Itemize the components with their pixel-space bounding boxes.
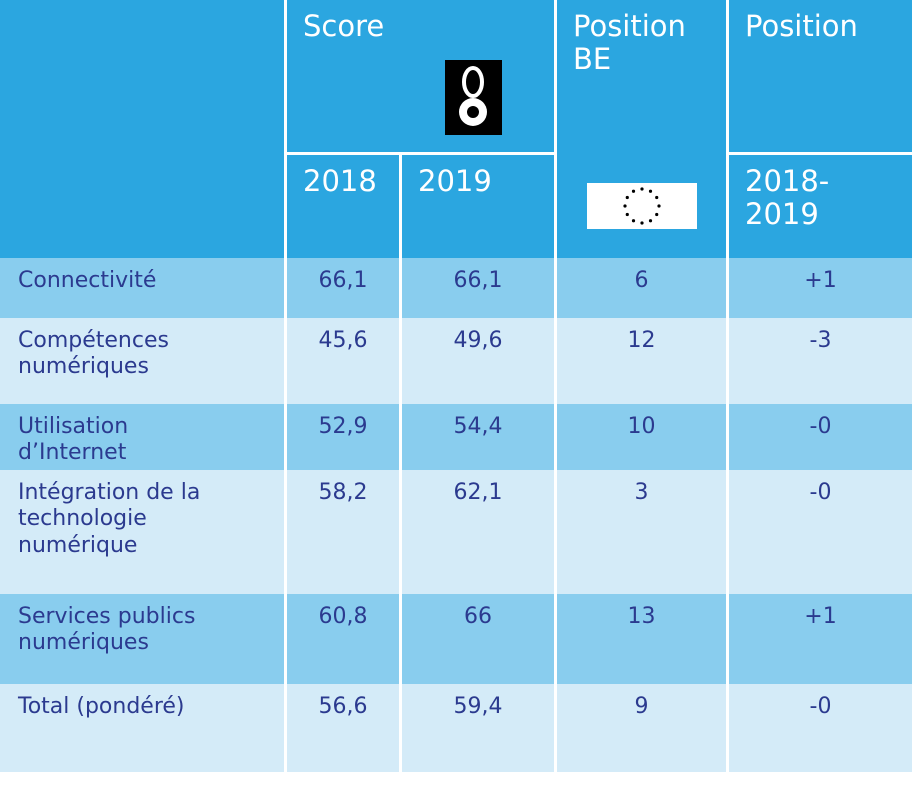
cell-text: 52,9 <box>318 414 368 439</box>
cell-text: 54,4 <box>453 414 503 439</box>
value-cell: 49,6 <box>402 318 554 404</box>
cell-text: 13 <box>627 604 656 629</box>
star <box>623 204 627 208</box>
cell-text: Total (pondéré) <box>18 694 185 719</box>
cell-text: Connectivité <box>18 268 157 293</box>
value-cell: -3 <box>729 318 912 404</box>
cell-text: 6 <box>634 268 649 293</box>
row-label: Connectivité <box>0 258 284 318</box>
cell-text: +1 <box>804 604 837 629</box>
star <box>625 212 629 217</box>
value-cell: 62,1 <box>402 470 554 594</box>
value-cell: 52,9 <box>287 404 399 470</box>
header-year: 2018 <box>287 155 399 258</box>
cell-text: 12 <box>627 328 656 353</box>
cell-text: 10 <box>627 414 656 439</box>
cell-text: 60,8 <box>318 604 368 629</box>
cell-text: Score <box>303 9 385 43</box>
row-label: Total (pondéré) <box>0 684 284 772</box>
cell-text: Position BE <box>573 9 686 77</box>
cell-text: Utilisation d’Internet <box>18 414 129 466</box>
cell-text: -0 <box>809 694 832 719</box>
row-label: Services publics numériques <box>0 594 284 684</box>
value-cell: -0 <box>729 404 912 470</box>
value-cell: 56,6 <box>287 684 399 772</box>
cell-text: 56,6 <box>318 694 368 719</box>
cell-text: 3 <box>634 480 649 505</box>
value-cell: 66,1 <box>402 258 554 318</box>
cell-text: Position <box>745 9 858 43</box>
value-cell: 58,2 <box>287 470 399 594</box>
cell-text: 9 <box>634 694 649 719</box>
value-cell: 66,1 <box>287 258 399 318</box>
cell-text: -3 <box>809 328 832 353</box>
star <box>631 189 636 193</box>
value-cell: 13 <box>557 594 726 684</box>
cell-text: Services publics numériques <box>18 604 196 656</box>
row-label: Intégration de la technologie numérique <box>0 470 284 594</box>
cell-text: 66,1 <box>453 268 503 293</box>
value-cell: 60,8 <box>287 594 399 684</box>
row-label: Utilisation d’Internet <box>0 404 284 470</box>
row-label: Compétences numériques <box>0 318 284 404</box>
header-corner <box>0 0 284 258</box>
cell-text: 66,1 <box>318 268 368 293</box>
star <box>655 195 659 200</box>
value-cell: 59,4 <box>402 684 554 772</box>
star <box>657 204 661 208</box>
value-cell: +1 <box>729 594 912 684</box>
header-year: 2019 <box>402 155 554 258</box>
cell-text: Intégration de la technologie numérique <box>18 480 201 558</box>
cell-text: +1 <box>804 268 837 293</box>
eu-flag-icon <box>587 183 697 229</box>
cell-text: 45,6 <box>318 328 368 353</box>
star <box>655 212 659 217</box>
cell-text: 58,2 <box>318 480 368 505</box>
value-cell: 12 <box>557 318 726 404</box>
header-score: Score <box>287 0 554 152</box>
value-cell: +1 <box>729 258 912 318</box>
star <box>631 219 636 223</box>
star <box>640 221 644 225</box>
cell-text: 62,1 <box>453 480 503 505</box>
cell-text: Compétences numériques <box>18 328 169 380</box>
star <box>648 219 653 223</box>
star <box>648 189 653 193</box>
cell-text: -0 <box>809 414 832 439</box>
cell-text: -0 <box>809 480 832 505</box>
header-position: Position <box>729 0 912 152</box>
header-period: 2018-2019 <box>729 155 912 258</box>
cell-text: 49,6 <box>453 328 503 353</box>
value-cell: 6 <box>557 258 726 318</box>
value-cell: 10 <box>557 404 726 470</box>
star <box>640 187 644 191</box>
cell-text: 2018 <box>303 164 377 198</box>
medal-icon <box>445 60 502 135</box>
value-cell: 3 <box>557 470 726 594</box>
cell-text: 2019 <box>418 164 492 198</box>
value-cell: 45,6 <box>287 318 399 404</box>
value-cell: 9 <box>557 684 726 772</box>
value-cell: -0 <box>729 684 912 772</box>
cell-text: 59,4 <box>453 694 503 719</box>
value-cell: 66 <box>402 594 554 684</box>
cell-text: 66 <box>464 604 492 629</box>
value-cell: 54,4 <box>402 404 554 470</box>
cell-text: 2018-2019 <box>745 164 830 232</box>
value-cell: -0 <box>729 470 912 594</box>
star <box>625 195 629 200</box>
